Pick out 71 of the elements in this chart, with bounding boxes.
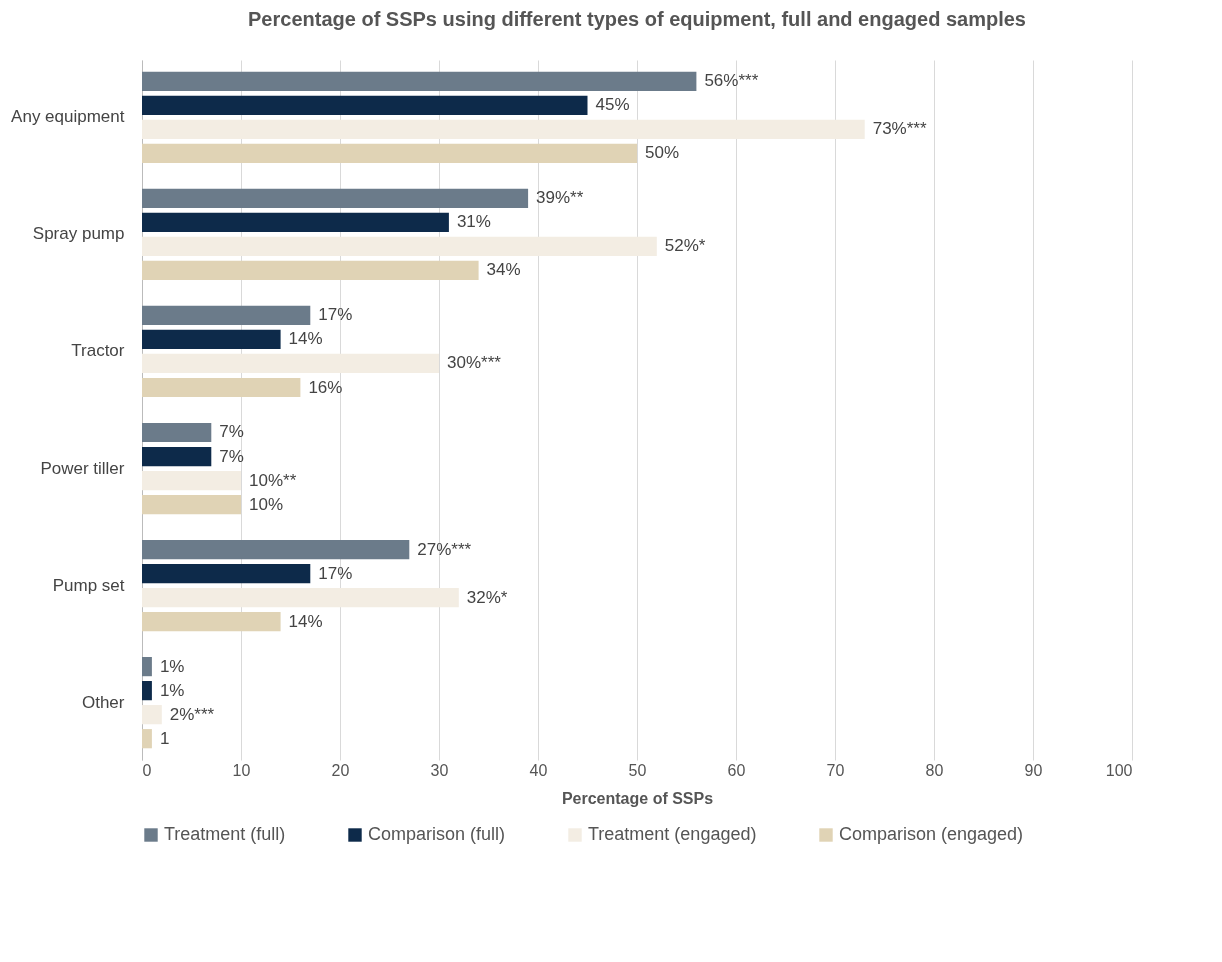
bar	[142, 539, 410, 560]
bar	[142, 236, 657, 257]
x-tick-label: 60	[727, 761, 746, 779]
bar	[142, 422, 212, 443]
y-tick-label: Spray pump	[32, 224, 125, 244]
bar	[142, 329, 281, 350]
y-tick-label: Power tiller	[40, 458, 125, 478]
bar	[142, 681, 152, 701]
x-tick-label: 10	[232, 761, 251, 779]
data-label: 17%	[318, 563, 353, 583]
bar	[142, 494, 241, 515]
bar	[142, 71, 697, 91]
data-label: 14%	[288, 329, 323, 349]
data-label: 16%	[308, 377, 343, 397]
data-label: 32%*	[466, 587, 508, 607]
data-label: 1%	[159, 680, 185, 700]
bar	[142, 95, 588, 115]
bar	[142, 353, 439, 374]
y-tick-label: Other	[81, 692, 125, 712]
data-label: 56%***	[704, 71, 759, 91]
bar	[142, 612, 281, 632]
data-label: 27%***	[417, 539, 472, 559]
legend-label: Treatment (full)	[164, 824, 286, 844]
data-label: 2%***	[169, 704, 215, 724]
legend-label: Comparison (engaged)	[839, 824, 1024, 844]
x-tick-label: 80	[925, 761, 944, 779]
bar	[142, 563, 311, 584]
y-tick-label: Tractor	[71, 341, 125, 361]
bar	[142, 729, 152, 749]
data-label: 39%**	[536, 188, 584, 208]
bar	[142, 705, 162, 725]
data-label: 17%	[318, 305, 353, 325]
data-label: 7%	[219, 422, 244, 442]
bar	[142, 305, 311, 326]
data-label: 14%	[288, 611, 323, 631]
data-label: 1%	[159, 656, 185, 676]
data-label: 31%	[456, 212, 491, 232]
bar	[142, 470, 241, 491]
data-label: 45%	[595, 95, 630, 115]
x-axis-title: Percentage of SSPs	[561, 789, 714, 807]
data-label: 50%	[645, 143, 680, 163]
legend-label: Treatment (engaged)	[588, 824, 757, 844]
bar	[142, 260, 479, 281]
data-label: 73%***	[872, 119, 927, 139]
x-tick-label: 30	[430, 761, 449, 779]
x-tick-label: 90	[1024, 761, 1043, 779]
data-label: 10%	[249, 494, 284, 514]
data-label: 1	[159, 728, 170, 748]
bar	[142, 143, 637, 164]
data-label: 30%***	[447, 353, 502, 373]
x-tick-label: 50	[628, 761, 647, 779]
data-label: 52%*	[664, 236, 706, 256]
data-label: 34%	[486, 260, 521, 280]
x-tick-label: 20	[331, 761, 350, 779]
legend-label: Comparison (full)	[368, 824, 506, 844]
bar	[142, 587, 459, 608]
y-tick-label: Pump set	[52, 575, 125, 595]
bar	[142, 656, 152, 677]
bar	[142, 212, 449, 233]
bar	[142, 377, 301, 398]
y-tick-label: Any equipment	[11, 107, 125, 127]
bar	[142, 119, 865, 139]
x-tick-label: 0	[142, 761, 152, 779]
chart-title: Percentage of SSPs using different types of equipment, full and engaged samples	[248, 8, 1026, 30]
data-label: 7%	[219, 446, 244, 466]
x-tick-label: 70	[826, 761, 845, 779]
data-label: 10%**	[249, 470, 297, 490]
x-tick-label: 100	[1105, 761, 1133, 779]
x-tick-label: 40	[529, 761, 548, 779]
bar	[142, 446, 212, 467]
bar	[142, 188, 529, 208]
